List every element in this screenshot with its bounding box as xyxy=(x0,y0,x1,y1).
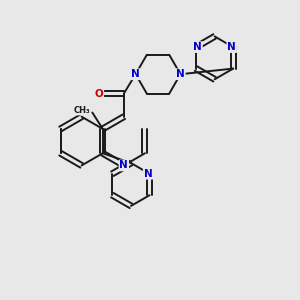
Text: N: N xyxy=(144,169,152,179)
Text: O: O xyxy=(94,88,103,98)
Text: N: N xyxy=(131,69,140,79)
Text: N: N xyxy=(227,42,236,52)
Text: N: N xyxy=(176,69,185,79)
Text: CH₃: CH₃ xyxy=(74,106,90,115)
Text: N: N xyxy=(193,42,202,52)
Text: N: N xyxy=(119,160,128,170)
